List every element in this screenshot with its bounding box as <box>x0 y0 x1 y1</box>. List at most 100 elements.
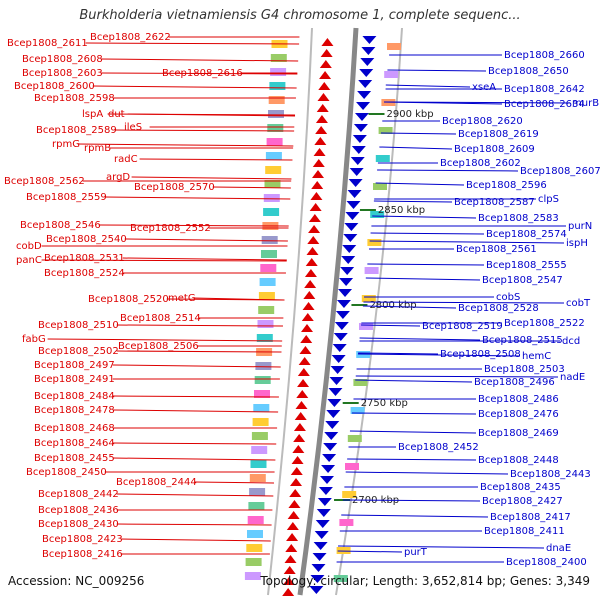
reverse-gene-arrow <box>313 542 328 550</box>
left-gene-label: Bcep1808_2611 <box>7 38 88 49</box>
right-label-connector <box>384 101 503 105</box>
feature-block <box>249 488 266 496</box>
right-gene-label: Bcep1808_2400 <box>506 557 587 568</box>
left-gene-label: Bcep1808_2540 <box>46 234 127 245</box>
left-gene-label: rpmB <box>84 143 111 154</box>
feature-block <box>364 267 379 274</box>
feature-block <box>359 323 373 330</box>
right-label-connector <box>387 69 487 72</box>
reverse-gene-arrow <box>335 311 350 319</box>
reverse-gene-arrow <box>323 443 338 451</box>
forward-gene-arrow <box>293 434 306 442</box>
reverse-gene-arrow <box>344 223 359 231</box>
forward-gene-arrow <box>319 60 332 68</box>
forward-gene-arrow <box>297 379 310 387</box>
forward-gene-arrow <box>298 357 311 365</box>
left-label-connector <box>127 113 296 117</box>
left-label-connector <box>212 186 291 189</box>
left-label-connector <box>47 338 283 342</box>
forward-gene-arrow <box>313 148 326 156</box>
feature-block <box>270 54 287 62</box>
right-gene-label: Bcep1808_2634 <box>504 99 585 110</box>
feature-block <box>251 446 268 454</box>
right-label-connector <box>385 84 471 88</box>
feature-block <box>251 432 268 440</box>
backbone-arc <box>297 27 359 596</box>
right-label-connector <box>379 146 453 150</box>
right-label-connector <box>375 182 465 186</box>
feature-block <box>353 379 368 386</box>
reverse-gene-arrow <box>321 465 336 473</box>
right-gene-label: Bcep1808_2609 <box>454 144 535 155</box>
left-gene-label: Bcep1808_2559 <box>26 192 107 203</box>
forward-track-edge <box>267 27 313 596</box>
left-gene-label: lspA <box>82 109 103 120</box>
genome-summary-text: Topology: circular; Length: 3,652,814 bp… <box>260 574 590 588</box>
reverse-gene-arrow <box>349 168 364 176</box>
forward-gene-arrow <box>299 346 312 354</box>
forward-gene-arrow <box>320 49 333 57</box>
right-gene-label: Bcep1808_2427 <box>482 496 563 507</box>
right-label-connector <box>349 430 477 434</box>
feature-block <box>268 96 285 104</box>
forward-gene-arrow <box>304 280 317 288</box>
forward-gene-arrow <box>297 368 310 376</box>
left-gene-label: Bcep1808_2464 <box>34 438 115 449</box>
forward-gene-arrow <box>308 214 321 222</box>
left-label-connector <box>112 457 276 461</box>
map-title: Burkholderia vietnamiensis G4 chromosome… <box>79 8 521 23</box>
right-gene-label: Bcep1808_2476 <box>478 409 559 420</box>
right-gene-label: Bcep1808_2619 <box>458 129 539 140</box>
left-label-connector <box>92 85 297 89</box>
right-label-connector <box>357 353 521 357</box>
left-gene-label: Bcep1808_2468 <box>34 423 115 434</box>
right-label-connector <box>358 352 439 355</box>
reverse-gene-arrow <box>343 234 358 242</box>
left-gene-label: Bcep1808_2436 <box>38 505 119 516</box>
right-gene-label: clpS <box>538 194 559 205</box>
right-label-connector <box>373 200 453 203</box>
forward-gene-arrow <box>304 269 317 277</box>
reverse-gene-arrow <box>322 454 337 462</box>
right-gene-label: purT <box>404 547 428 558</box>
left-gene-label: Bcep1808_2416 <box>42 549 123 560</box>
right-gene-label: Bcep1808_2469 <box>478 428 559 439</box>
right-gene-label: Bcep1808_2607 <box>520 166 600 177</box>
left-gene-label: Bcep1808_2598 <box>34 93 115 104</box>
left-gene-label: Bcep1808_2546 <box>20 220 101 231</box>
left-label-connector <box>139 158 293 161</box>
feature-block <box>264 180 281 188</box>
forward-gene-arrow <box>286 533 299 541</box>
kbp-tick-label: 2850 kbp <box>378 205 425 216</box>
reverse-gene-arrow <box>329 377 344 385</box>
reverse-gene-arrow <box>319 476 334 484</box>
feature-block <box>269 82 286 90</box>
right-label-connector <box>341 514 489 518</box>
forward-gene-arrow <box>309 203 322 211</box>
left-gene-label: rpmG <box>52 139 80 150</box>
forward-gene-arrow <box>289 489 302 497</box>
left-label-connector <box>120 538 271 542</box>
feature-block <box>378 127 393 134</box>
left-gene-label: Bcep1808_2531 <box>44 253 125 264</box>
right-gene-label: Bcep1808_2642 <box>504 84 585 95</box>
right-gene-label: hemC <box>522 351 551 362</box>
feature-block <box>247 516 264 524</box>
feature-block <box>268 110 284 118</box>
right-gene-label: Bcep1808_2528 <box>458 303 539 314</box>
reverse-gene-arrow <box>358 80 373 88</box>
feature-block <box>370 211 385 218</box>
left-label-connector <box>114 129 295 132</box>
forward-gene-arrow <box>311 181 324 189</box>
right-gene-label: Bcep1808_2555 <box>486 260 567 271</box>
right-gene-label: Bcep1808_2508 <box>440 349 521 360</box>
right-gene-label: Bcep1808_2519 <box>422 321 503 332</box>
forward-gene-arrow <box>291 456 304 464</box>
feature-block <box>345 463 359 470</box>
reverse-gene-arrow <box>345 212 360 220</box>
right-label-connector <box>355 375 559 378</box>
reverse-gene-arrow <box>324 432 339 440</box>
reverse-gene-arrow <box>310 575 325 583</box>
feature-block <box>245 558 262 566</box>
feature-block <box>339 519 354 526</box>
